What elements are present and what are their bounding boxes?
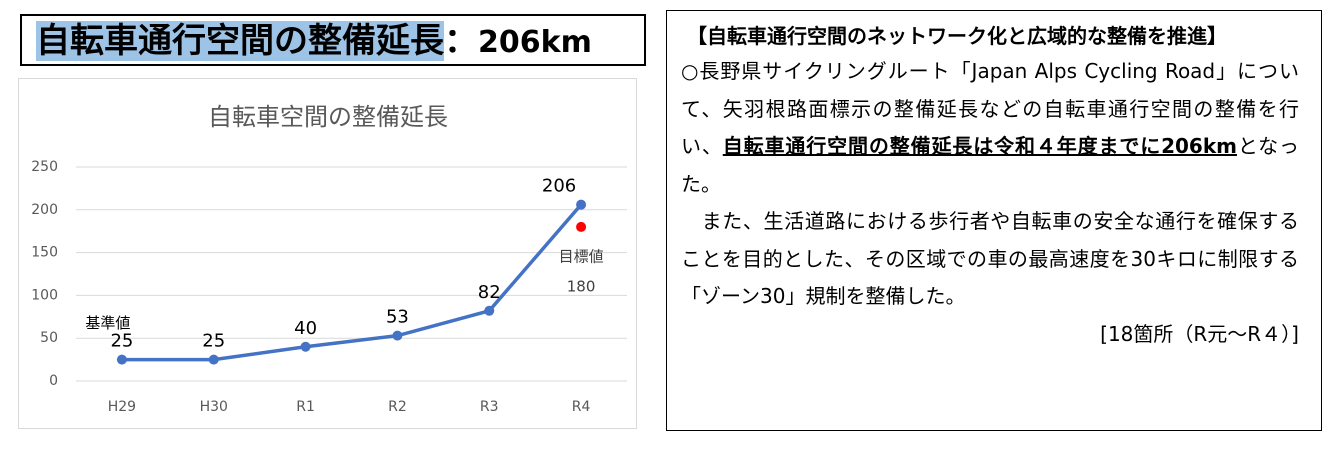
marker: [576, 199, 587, 210]
heading: 自転車通行空間の整備延長：206km: [20, 14, 646, 66]
paragraph: また、生活道路における歩行者や自転車の安全な通行を確保することを目的とした、その…: [681, 209, 1299, 308]
text-box: 【自転車通行空間のネットワーク化と広域的な整備を推進】 ○長野県サイクリングルー…: [666, 10, 1322, 431]
marker: [300, 341, 311, 352]
target-value: 180: [567, 277, 596, 295]
chart-frame: [18, 78, 637, 429]
baseline-note: 基準値: [85, 314, 130, 332]
note: [18箇所（R元～R４）]: [1100, 321, 1299, 346]
x-tick-label: H30: [200, 399, 228, 415]
data-label: 25: [110, 331, 133, 352]
marker: [484, 305, 495, 316]
heading-highlight: 自転車通行空間の整備延長: [36, 21, 444, 61]
target-name: 目標値: [559, 247, 604, 265]
emphasis: 自転車通行空間の整備延長は令和４年度までに206km: [722, 134, 1237, 158]
paragraph: ○長野県サイクリングルート「Japan Alps Cycling Road」につ…: [681, 53, 1299, 203]
x-tick-label: R4: [572, 399, 591, 415]
data-label: 82: [478, 282, 501, 303]
chart-title: 自転車空間の整備延長: [208, 103, 448, 131]
target-marker: [576, 221, 587, 232]
x-tick-label: H29: [108, 399, 136, 415]
data-label: 40: [294, 318, 317, 339]
chart: 自転車空間の整備延長 0 50 100 150 200 250 H29 H30 R1 R2 R3 R4…: [18, 78, 637, 429]
x-tick-label: R2: [388, 399, 407, 415]
y-tick-label: 0: [49, 373, 58, 389]
y-tick-label: 200: [31, 202, 58, 218]
text: となった。: [681, 134, 1300, 196]
heading-colon: ：: [444, 21, 478, 61]
box-title: 【自転車通行空間のネットワーク化と広域的な整備を推進】: [687, 24, 1227, 48]
marker: [392, 330, 403, 341]
x-tick-label: R1: [296, 399, 315, 415]
x-tick-label: R3: [480, 399, 499, 415]
y-tick-label: 150: [31, 245, 58, 261]
y-tick-label: 250: [31, 159, 58, 175]
data-label: 53: [386, 307, 409, 328]
data-label: 25: [202, 331, 225, 352]
y-tick-label: 100: [31, 287, 58, 303]
y-tick-label: 50: [40, 330, 58, 346]
line: [121, 203, 583, 362]
text: ○長野県サイクリングルート「Japan Alps Cycling Road」につ…: [681, 59, 1299, 158]
marker: [208, 354, 219, 365]
data-label: 206: [542, 176, 576, 197]
marker: [116, 354, 127, 365]
heading-amount: 206km: [478, 25, 592, 60]
